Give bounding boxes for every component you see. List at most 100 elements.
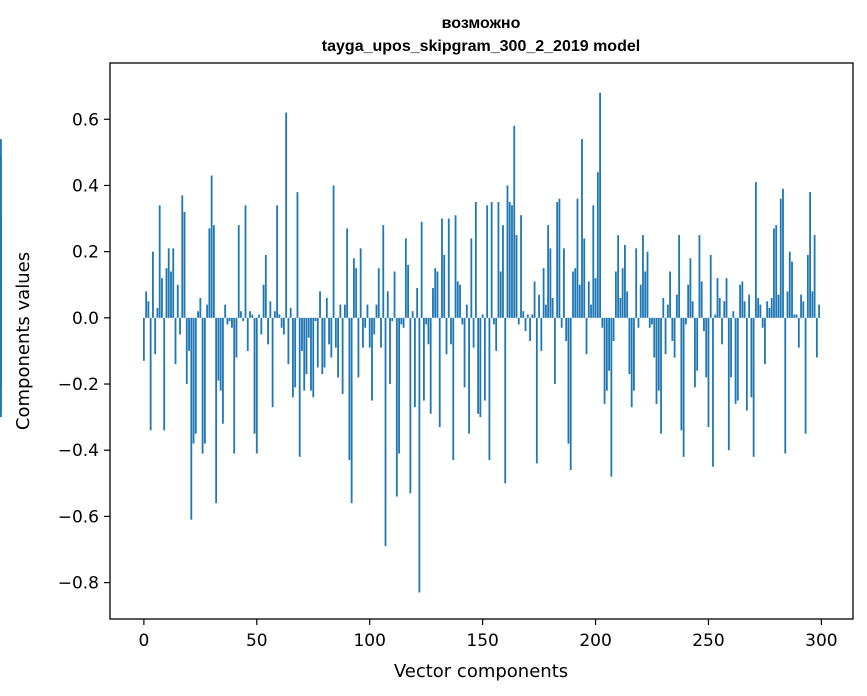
bar (583, 238, 586, 318)
bar (651, 317, 653, 325)
bar (777, 294, 780, 318)
bar (429, 317, 432, 414)
bar-series (0, 92, 821, 593)
x-tick-label: 0 (138, 631, 149, 651)
bar (716, 278, 719, 318)
bar (660, 317, 662, 434)
bar (280, 317, 283, 328)
bar (240, 311, 242, 318)
bar (235, 317, 238, 358)
bar (474, 202, 477, 318)
bar (294, 317, 297, 388)
bar (251, 314, 254, 318)
y-tick-label: −0.8 (58, 574, 99, 594)
bar (366, 304, 369, 318)
bar (165, 268, 168, 318)
y-tick-label: 0.4 (72, 176, 99, 196)
bar (745, 317, 748, 411)
bar (332, 185, 335, 318)
bar (515, 235, 518, 318)
bar (355, 268, 358, 318)
bar (296, 192, 299, 318)
bar (714, 314, 717, 318)
bar (551, 297, 554, 318)
bar (161, 278, 163, 318)
bar (648, 317, 651, 328)
x-tick-label: 300 (805, 631, 837, 651)
bar (149, 317, 152, 431)
bar (468, 317, 470, 434)
bar (786, 291, 789, 318)
bar (707, 317, 710, 428)
bar (612, 317, 615, 341)
bar (750, 317, 753, 398)
bar (273, 311, 276, 318)
bar (407, 264, 410, 318)
bar (653, 317, 656, 358)
bar (793, 314, 796, 318)
bar (671, 317, 674, 341)
bar (569, 317, 572, 471)
bar (154, 317, 157, 355)
bar (603, 317, 606, 404)
bar (630, 317, 633, 408)
bar (592, 205, 595, 318)
bar (795, 314, 798, 318)
bar (194, 317, 197, 434)
bar (590, 304, 592, 318)
bar (362, 317, 364, 348)
x-tick-label: 100 (353, 631, 385, 651)
bar (404, 238, 407, 318)
bar (797, 317, 800, 348)
bar (400, 317, 403, 325)
bar (301, 317, 303, 351)
bar (454, 215, 457, 318)
bar (657, 317, 660, 391)
bar (260, 317, 263, 335)
bar (203, 317, 206, 444)
bar (463, 317, 466, 388)
bar (391, 317, 394, 322)
bar (499, 271, 502, 318)
bar (538, 294, 540, 318)
bar (544, 304, 547, 318)
bar (459, 284, 461, 318)
bar (614, 271, 617, 318)
bar (174, 317, 177, 365)
bar (481, 314, 484, 318)
bar (727, 317, 730, 451)
bar (587, 281, 590, 318)
bar (402, 317, 405, 328)
bar (678, 235, 681, 318)
bar (343, 304, 346, 318)
bar (639, 284, 642, 318)
bar (145, 291, 148, 318)
y-tick-label: −0.4 (58, 441, 99, 461)
bar (371, 317, 373, 401)
bar (619, 297, 622, 318)
bar (163, 317, 166, 431)
bar (495, 317, 498, 351)
bar (547, 225, 550, 318)
x-axis: 0 50 100 150 200 250 300 (138, 619, 838, 651)
bar (666, 304, 669, 318)
bar (264, 254, 267, 318)
bar (258, 314, 260, 318)
bar (337, 317, 339, 378)
bar (770, 297, 773, 318)
bar (325, 297, 328, 318)
bar (766, 301, 769, 318)
bar (142, 317, 145, 361)
bar (269, 301, 272, 318)
bar (626, 291, 629, 318)
bar (725, 278, 728, 318)
bar (192, 317, 195, 444)
bar (334, 317, 337, 348)
y-axis: −0.8 −0.6 −0.4 −0.2 0.0 0.2 0.4 0.6 (58, 110, 110, 594)
bar (696, 317, 699, 371)
y-tick-label: 0.0 (72, 309, 99, 329)
bar (811, 291, 814, 318)
bar (748, 294, 751, 318)
bar (809, 192, 811, 318)
bar (242, 317, 245, 322)
